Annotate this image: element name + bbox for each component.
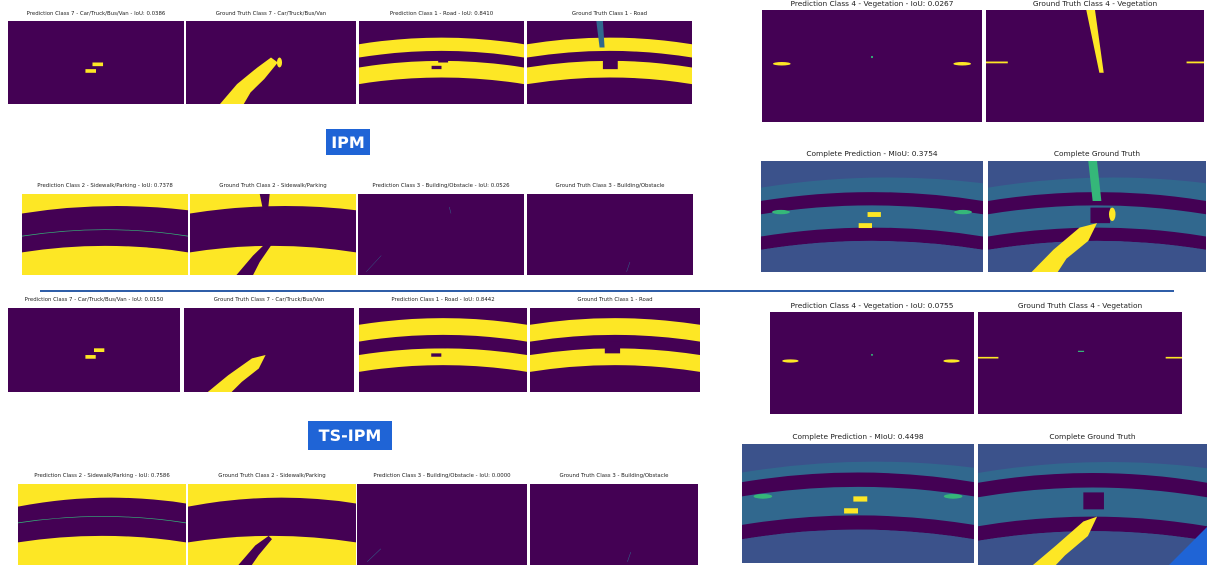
- ipm-pred-class7-caption: Prediction Class 7 - Car/Truck/Bus/Van -…: [26, 11, 166, 17]
- ts-gt-complete-caption: Complete Ground Truth: [1049, 432, 1136, 441]
- ts-pred-class7-panel: Prediction Class 7 - Car/Truck/Bus/Van -…: [8, 297, 180, 392]
- ipm-pred-class1-image: [359, 21, 524, 104]
- ipm-pred-class4-image: [762, 10, 982, 122]
- ipm-label: IPM: [326, 129, 370, 155]
- ts-gt-class7-image: [184, 308, 354, 392]
- ts-pred-class3-image: [357, 484, 527, 565]
- ipm-gt-complete-caption: Complete Ground Truth: [1053, 149, 1141, 158]
- ts-pred-complete-image: [742, 444, 974, 563]
- ipm-gt-class4-image: [986, 10, 1204, 122]
- ipm-gt-class1-caption: Ground Truth Class 1 - Road: [571, 11, 648, 17]
- ts-pred-class1-panel: Prediction Class 1 - Road - IoU: 0.8442: [359, 297, 527, 392]
- ipm-pred-class3-panel: Prediction Class 3 - Building/Obstacle -…: [358, 183, 524, 275]
- ts-gt-class2-image: [188, 484, 356, 565]
- ts-gt-class3-panel: Ground Truth Class 3 - Building/Obstacle: [530, 473, 698, 565]
- section-divider: [40, 290, 1174, 292]
- ts-pred-class4-caption: Prediction Class 4 - Vegetation - IoU: 0…: [790, 301, 954, 310]
- ts-pred-class2-caption: Prediction Class 2 - Sidewalk/Parking - …: [34, 473, 170, 479]
- ts-gt-class3-caption: Ground Truth Class 3 - Building/Obstacle: [559, 473, 669, 479]
- ipm-pred-class7-panel: Prediction Class 7 - Car/Truck/Bus/Van -…: [8, 11, 184, 104]
- ts-gt-class7-caption: Ground Truth Class 7 - Car/Truck/Bus/Van: [213, 297, 325, 303]
- ipm-gt-class3-image: [527, 194, 693, 275]
- ts-pred-class4-image: [770, 312, 974, 414]
- ipm-pred-class3-image: [358, 194, 524, 275]
- ipm-pred-class1-panel: Prediction Class 1 - Road - IoU: 0.8410: [359, 11, 524, 104]
- ipm-gt-class3-caption: Ground Truth Class 3 - Building/Obstacle: [555, 183, 665, 189]
- ts-gt-class4-panel: Ground Truth Class 4 - Vegetation: [978, 302, 1182, 414]
- ipm-gt-class1-panel: Ground Truth Class 1 - Road: [527, 11, 692, 104]
- ts-pred-complete-caption: Complete Prediction - MIoU: 0.4498: [792, 432, 924, 441]
- ipm-pred-class2-image: [22, 194, 188, 275]
- ts-gt-complete-panel: Complete Ground Truth: [978, 433, 1207, 565]
- ipm-pred-class2-panel: Prediction Class 2 - Sidewalk/Parking - …: [22, 183, 188, 275]
- ts-ipm-label: TS-IPM: [308, 421, 392, 450]
- ipm-pred-class3-caption: Prediction Class 3 - Building/Obstacle -…: [372, 183, 510, 189]
- ipm-gt-class2-caption: Ground Truth Class 2 - Sidewalk/Parking: [219, 183, 327, 189]
- ipm-pred-class2-caption: Prediction Class 2 - Sidewalk/Parking - …: [37, 183, 173, 189]
- ts-pred-class7-caption: Prediction Class 7 - Car/Truck/Bus/Van -…: [24, 297, 164, 303]
- ipm-gt-class1-image: [527, 21, 692, 104]
- ts-pred-class1-caption: Prediction Class 1 - Road - IoU: 0.8442: [391, 297, 495, 303]
- ts-gt-class1-caption: Ground Truth Class 1 - Road: [577, 297, 653, 303]
- ipm-pred-class4-caption: Prediction Class 4 - Vegetation - IoU: 0…: [790, 0, 954, 8]
- ts-gt-class1-image: [530, 308, 700, 392]
- ipm-gt-class4-panel: Ground Truth Class 4 - Vegetation: [986, 0, 1204, 122]
- ts-gt-class1-panel: Ground Truth Class 1 - Road: [530, 297, 700, 392]
- ipm-gt-class4-caption: Ground Truth Class 4 - Vegetation: [1032, 0, 1158, 8]
- ipm-pred-class4-panel: Prediction Class 4 - Vegetation - IoU: 0…: [762, 0, 982, 122]
- ipm-gt-class2-image: [190, 194, 356, 275]
- ipm-gt-class7-panel: Ground Truth Class 7 - Car/Truck/Bus/Van: [186, 11, 356, 104]
- ipm-pred-complete-caption: Complete Prediction - MIoU: 0.3754: [806, 149, 938, 158]
- ipm-gt-complete-panel: Complete Ground Truth: [988, 150, 1206, 272]
- ts-gt-class7-panel: Ground Truth Class 7 - Car/Truck/Bus/Van: [184, 297, 354, 392]
- ts-gt-complete-image: [978, 444, 1207, 565]
- ts-pred-class2-image: [18, 484, 186, 565]
- ipm-pred-class7-image: [8, 21, 184, 104]
- ts-pred-class1-image: [359, 308, 527, 392]
- ipm-gt-class2-panel: Ground Truth Class 2 - Sidewalk/Parking: [190, 183, 356, 275]
- ts-pred-class3-caption: Prediction Class 3 - Building/Obstacle -…: [373, 473, 511, 479]
- ipm-gt-complete-image: [988, 161, 1206, 272]
- ipm-pred-class1-caption: Prediction Class 1 - Road - IoU: 0.8410: [389, 11, 494, 17]
- ts-pred-class7-image: [8, 308, 180, 392]
- ipm-pred-complete-panel: Complete Prediction - MIoU: 0.3754: [761, 150, 983, 272]
- ts-pred-class3-panel: Prediction Class 3 - Building/Obstacle -…: [357, 473, 527, 565]
- ipm-gt-class7-caption: Ground Truth Class 7 - Car/Truck/Bus/Van: [215, 11, 327, 17]
- ipm-pred-complete-image: [761, 161, 983, 272]
- ts-pred-class2-panel: Prediction Class 2 - Sidewalk/Parking - …: [18, 473, 186, 565]
- ipm-gt-class7-image: [186, 21, 356, 104]
- ts-gt-class3-image: [530, 484, 698, 565]
- ts-gt-class4-image: [978, 312, 1182, 414]
- corner-decoration: [1169, 527, 1207, 565]
- ts-pred-class4-panel: Prediction Class 4 - Vegetation - IoU: 0…: [770, 302, 974, 414]
- ipm-gt-class3-panel: Ground Truth Class 3 - Building/Obstacle: [527, 183, 693, 275]
- ts-gt-class4-caption: Ground Truth Class 4 - Vegetation: [1017, 301, 1143, 310]
- ts-pred-complete-panel: Complete Prediction - MIoU: 0.4498: [742, 433, 974, 563]
- ts-gt-class2-caption: Ground Truth Class 2 - Sidewalk/Parking: [218, 473, 326, 479]
- ts-gt-class2-panel: Ground Truth Class 2 - Sidewalk/Parking: [188, 473, 356, 565]
